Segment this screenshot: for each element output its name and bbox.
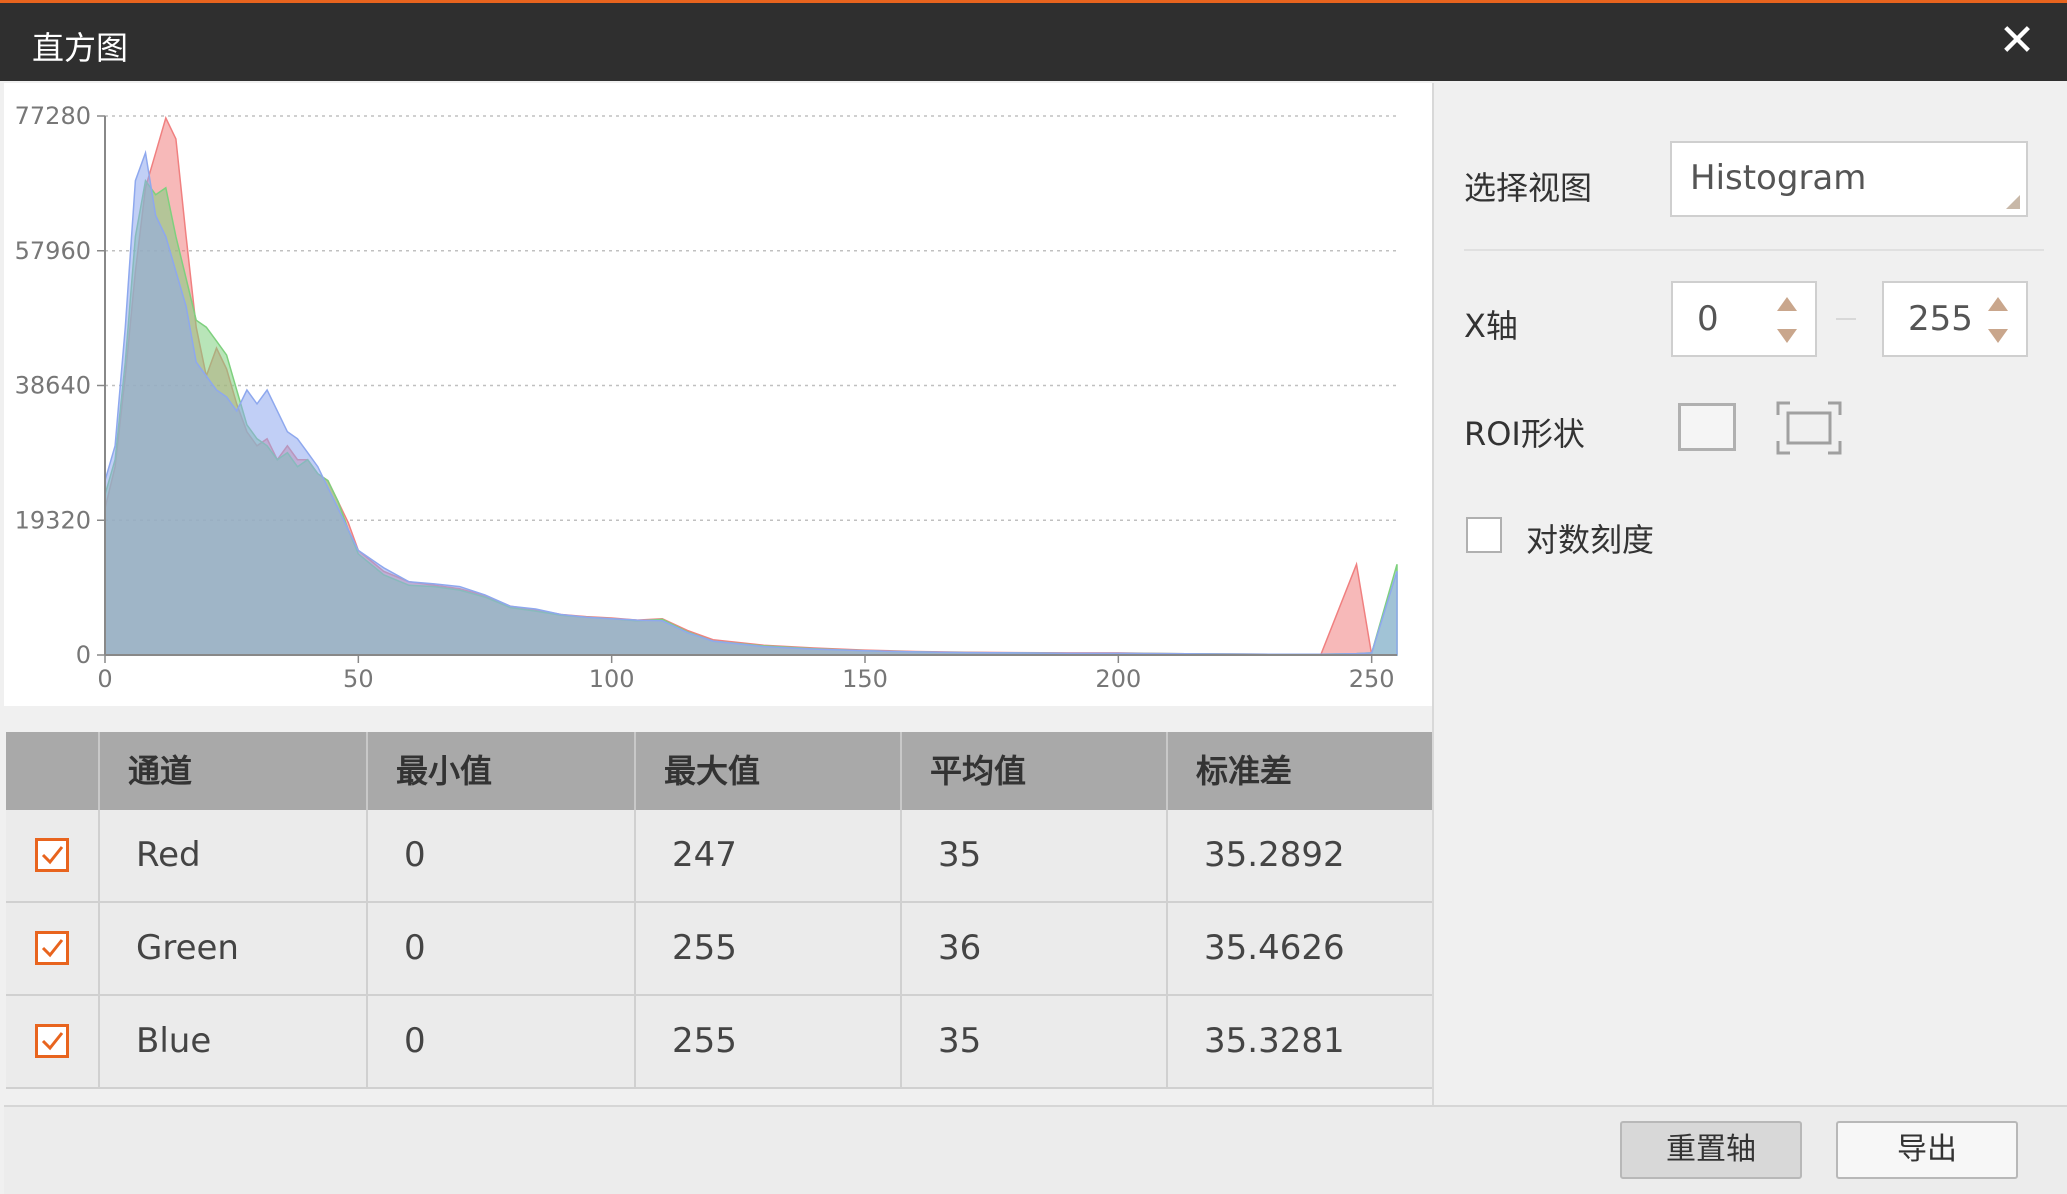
spin-down-icon[interactable] [1988, 329, 2008, 343]
channel-checkbox-green[interactable] [35, 931, 69, 965]
cell-channel: Red [98, 810, 366, 901]
roi-shape-label: ROI形状 [1464, 415, 1585, 453]
roi-rectangle-icon[interactable] [1678, 403, 1736, 451]
cell-mean: 36 [900, 903, 1166, 994]
channel-checkbox-blue[interactable] [35, 1024, 69, 1058]
check-icon [41, 939, 64, 958]
cell-max: 247 [634, 810, 900, 901]
cell-min: 0 [366, 810, 634, 901]
cell-min: 0 [366, 903, 634, 994]
header-mean: 平均值 [900, 732, 1166, 810]
y-tick-label: 57960 [15, 237, 91, 265]
x-min-value: 0 [1697, 299, 1719, 339]
reset-axis-button[interactable]: 重置轴 [1620, 1121, 1802, 1179]
view-select[interactable]: Histogram [1670, 141, 2028, 217]
separator [1464, 249, 2044, 251]
x-tick-label: 50 [343, 665, 374, 693]
close-icon[interactable]: ✕ [1998, 15, 2036, 66]
table-row: Green 0 255 36 35.4626 [6, 903, 1432, 996]
header-std: 标准差 [1166, 732, 1432, 810]
cell-mean: 35 [900, 996, 1166, 1087]
select-view-label: 选择视图 [1464, 169, 1593, 207]
x-max-spinner[interactable]: 255 [1882, 281, 2028, 357]
cell-channel: Green [98, 903, 366, 994]
header-channel: 通道 [98, 732, 366, 810]
spin-down-icon[interactable] [1777, 329, 1797, 343]
cell-mean: 35 [900, 810, 1166, 901]
log-scale-checkbox[interactable] [1466, 517, 1502, 553]
bottom-bar: 重置轴 导出 [4, 1105, 2067, 1194]
cell-std: 35.3281 [1166, 996, 1432, 1087]
check-icon [41, 846, 64, 865]
histogram-svg: 0 19320 38640 57960 77280 0 50 100 150 200 250 [15, 102, 1398, 693]
cell-max: 255 [634, 903, 900, 994]
x-min-spinner[interactable]: 0 [1671, 281, 1817, 357]
series-area-blue [104, 149, 1398, 656]
x-max-value: 255 [1908, 299, 1973, 339]
table-row: Red 0 247 35 35.2892 [6, 810, 1432, 903]
log-scale-label: 对数刻度 [1526, 521, 1655, 559]
title-bar: 直方图 ✕ [0, 0, 2067, 81]
header-min: 最小值 [366, 732, 634, 810]
y-tick-label: 38640 [15, 372, 91, 400]
y-tick-label: 0 [76, 641, 91, 669]
cell-std: 35.4626 [1166, 903, 1432, 994]
dropdown-corner-icon [2006, 195, 2020, 209]
check-icon [41, 1032, 64, 1051]
channel-checkbox-red[interactable] [35, 838, 69, 872]
export-button[interactable]: 导出 [1836, 1121, 2018, 1179]
y-tick-label: 19320 [15, 506, 91, 534]
spin-up-icon[interactable] [1777, 297, 1797, 311]
view-select-value: Histogram [1690, 158, 1867, 198]
cell-min: 0 [366, 996, 634, 1087]
x-tick-label: 250 [1349, 665, 1395, 693]
x-tick-label: 0 [97, 665, 112, 693]
histogram-chart: 0 19320 38640 57960 77280 0 50 100 150 200 250 [4, 83, 1432, 706]
y-tick-label: 77280 [15, 102, 91, 130]
spin-up-icon[interactable] [1988, 297, 2008, 311]
panel-divider [1432, 83, 1434, 1105]
cell-channel: Blue [98, 996, 366, 1087]
settings-panel: 选择视图 Histogram X轴 0 255 ROI形状 [1434, 83, 2067, 1105]
range-dash [1836, 318, 1856, 320]
window-title: 直方图 [32, 29, 129, 67]
table-header: 通道 最小值 最大值 平均值 标准差 [6, 732, 1432, 810]
header-checkbox-col [6, 732, 98, 810]
x-tick-label: 150 [842, 665, 888, 693]
x-axis-label: X轴 [1464, 307, 1518, 345]
x-tick-label: 200 [1095, 665, 1141, 693]
header-max: 最大值 [634, 732, 900, 810]
cell-std: 35.2892 [1166, 810, 1432, 901]
cell-max: 255 [634, 996, 900, 1087]
x-tick-label: 100 [589, 665, 635, 693]
table-row: Blue 0 255 35 35.3281 [6, 996, 1432, 1089]
roi-fit-frame-icon[interactable] [1776, 401, 1842, 455]
